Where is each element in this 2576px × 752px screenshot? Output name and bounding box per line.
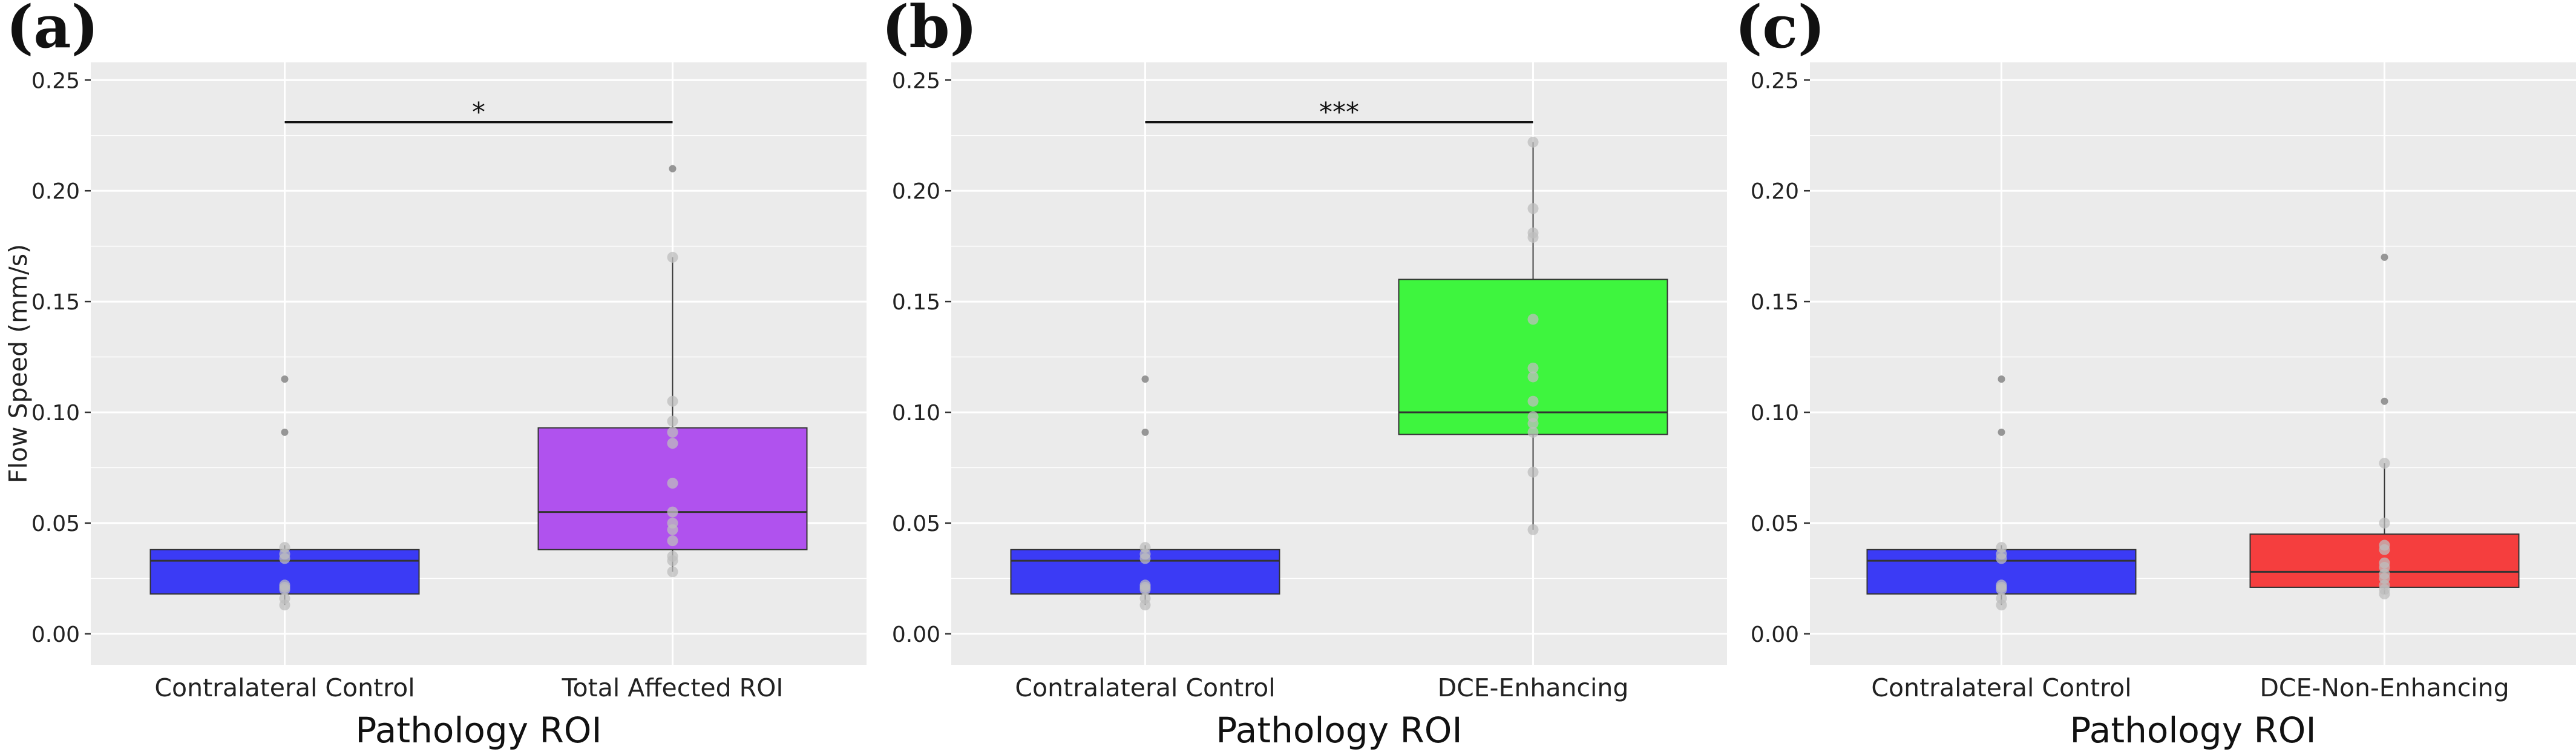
data-point [1527,371,1539,383]
x-axis-title: Pathology ROI [1216,710,1462,751]
y-tick-label: 0.05 [892,512,940,536]
data-point [1527,203,1539,214]
y-tick-label: 0.05 [31,512,80,536]
x-category-label: Contralateral Control [1015,673,1275,702]
data-point [667,426,678,438]
data-point [667,415,678,427]
x-category-label: Contralateral Control [154,673,415,702]
panel-label: (c) [1735,0,1825,61]
panel-0: 0.00 0.05 0.10 0.15 0.20 0.25 Contralateral Co… [4,0,867,751]
data-point [1996,553,2007,564]
box-body [1398,279,1668,435]
outlier-point [1141,375,1149,383]
box-0 [149,375,420,611]
data-point [667,535,678,547]
data-point [1139,584,1151,595]
data-point [279,599,290,611]
box-1 [2249,253,2520,599]
data-point [1996,599,2007,611]
outlier-point [669,165,677,173]
y-tick-label: 0.20 [31,179,80,204]
data-point [1527,418,1539,429]
y-tick-label: 0.00 [31,622,80,647]
outlier-point [281,428,289,436]
data-point [2379,544,2390,555]
data-point [279,584,290,595]
data-point [2379,517,2390,529]
data-point [279,553,290,564]
y-tick-label: 0.00 [1751,622,1799,647]
y-axis-title: Flow Speed (mm/s) [4,244,33,483]
data-point [667,251,678,263]
data-point [2379,588,2390,599]
data-point [667,478,678,489]
data-point [1527,314,1539,325]
y-tick-label: 0.20 [892,179,940,204]
outlier-point [2381,253,2388,261]
data-point [1527,395,1539,407]
box-0 [1866,375,2137,611]
x-category-label: Total Affected ROI [561,673,783,702]
panel-label: (a) [6,0,99,61]
x-category-label: Contralateral Control [1871,673,2131,702]
data-point [1139,599,1151,611]
outlier-point [1998,375,2005,383]
y-tick-label: 0.05 [1751,512,1799,536]
data-point [1527,466,1539,478]
data-point [1996,584,2007,595]
data-point [1527,524,1539,535]
data-point [667,506,678,518]
x-category-label: DCE-Enhancing [1438,673,1629,702]
outlier-point [2381,397,2388,405]
x-category-label: DCE-Non-Enhancing [2260,673,2509,702]
panel-1: 0.00 0.05 0.10 0.15 0.20 0.25 Contralateral Co… [882,0,1727,751]
data-point [1527,426,1539,438]
data-point [667,395,678,407]
data-point [667,438,678,449]
y-tick-label: 0.15 [31,290,80,315]
x-axis-title: Pathology ROI [355,710,601,751]
data-point [667,524,678,535]
panel-label: (b) [882,0,977,61]
outlier-point [281,375,289,383]
data-point [1527,362,1539,374]
data-point [1139,553,1151,564]
outlier-point [1141,428,1149,436]
x-axis-title: Pathology ROI [2070,710,2316,751]
significance-label: *** [1319,97,1359,128]
y-tick-label: 0.00 [892,622,940,647]
y-tick-label: 0.15 [892,290,940,315]
y-tick-label: 0.10 [892,401,940,426]
significance-label: * [472,97,485,128]
box-1 [537,165,808,578]
data-point [1527,136,1539,148]
y-tick-label: 0.25 [31,68,80,93]
y-tick-label: 0.10 [1751,401,1799,426]
y-tick-label: 0.20 [1751,179,1799,204]
data-point [667,566,678,578]
y-tick-label: 0.10 [31,401,80,426]
box-1 [1398,136,1668,535]
panel-2: 0.00 0.05 0.10 0.15 0.20 0.25 Contralateral Co… [1735,0,2576,751]
data-point [2379,458,2390,469]
y-tick-label: 0.15 [1751,290,1799,315]
outlier-point [1998,428,2005,436]
data-point [1527,231,1539,243]
data-point [667,555,678,567]
y-tick-label: 0.25 [892,68,940,93]
y-tick-label: 0.25 [1751,68,1799,93]
box-0 [1010,375,1280,611]
